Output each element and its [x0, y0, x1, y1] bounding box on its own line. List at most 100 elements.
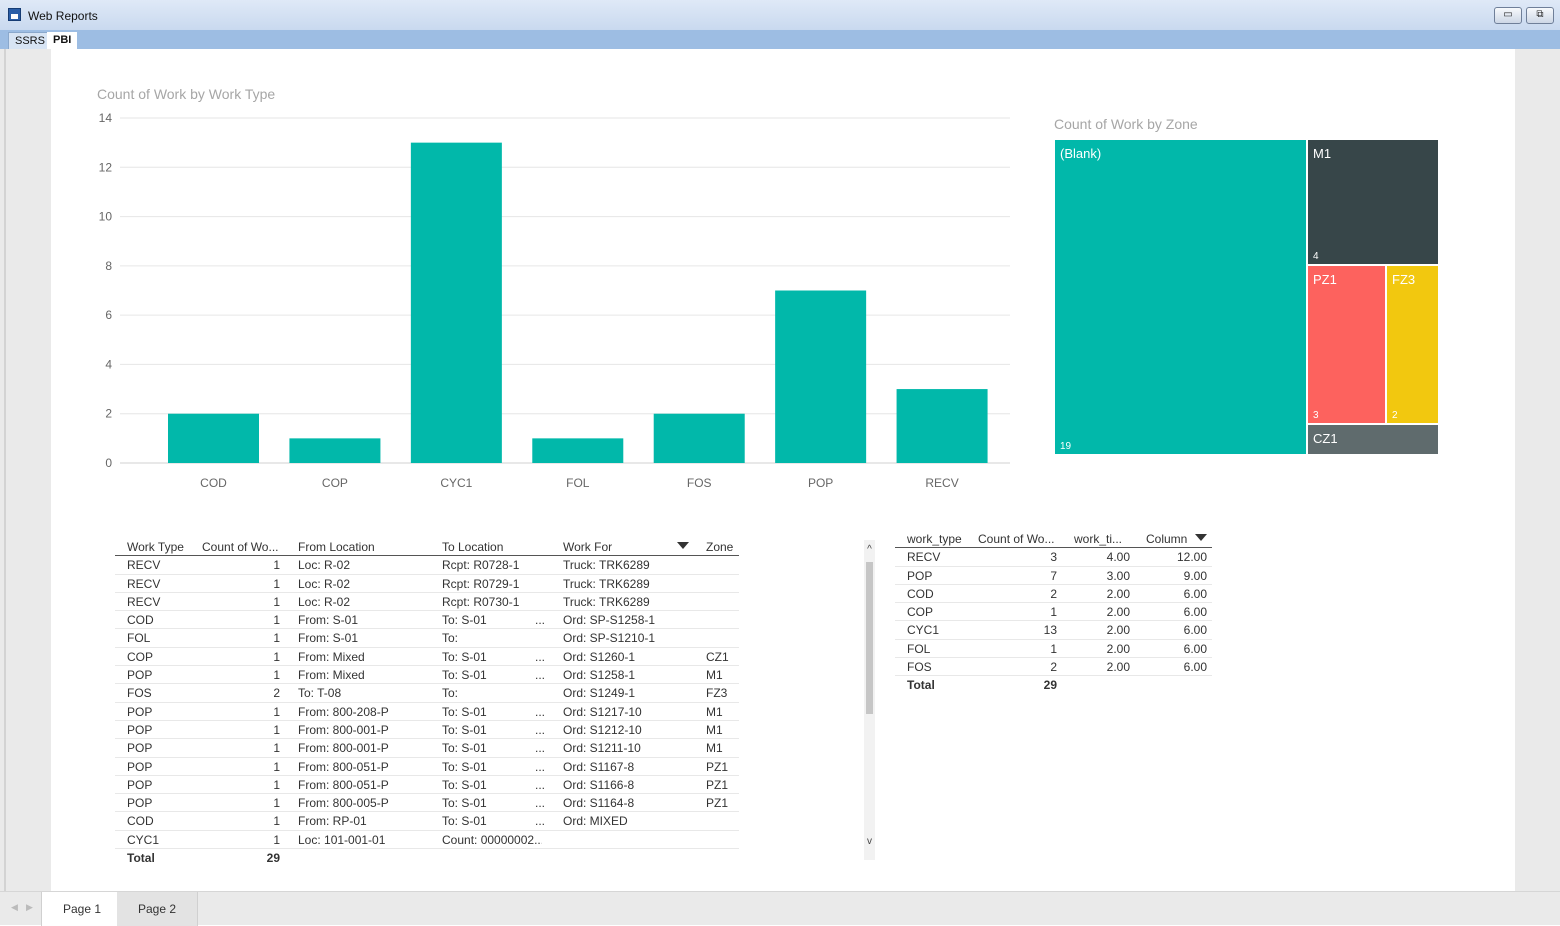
- bar-cyc1[interactable]: [410, 142, 502, 463]
- total-label: Total: [907, 678, 935, 693]
- bar-recv[interactable]: [896, 389, 988, 463]
- table-cell: From: 800-001-P: [298, 722, 389, 737]
- treemap-tile-blank[interactable]: (Blank) 19: [1054, 139, 1307, 455]
- table-cell: 6.00: [1183, 605, 1207, 620]
- table-row[interactable]: RECV 1 Loc: R-02 Rcpt: R0729-1 Truck: TRK628…: [115, 575, 739, 593]
- column-header[interactable]: To Location: [442, 540, 504, 554]
- bar-fos[interactable]: [653, 413, 745, 463]
- table-row[interactable]: CYC1 1 Loc: 101-001-01 Count: 00000002...: [115, 831, 739, 850]
- table-cell: ...: [535, 796, 546, 811]
- treemap-tile-pz1[interactable]: PZ1 3: [1307, 265, 1386, 424]
- column-header[interactable]: work_ti...: [1074, 532, 1123, 546]
- column-header[interactable]: work_type: [907, 532, 962, 546]
- scroll-thumb[interactable]: [866, 562, 873, 714]
- table-row[interactable]: POP 1 From: 800-051-P To: S-01... Ord: S1167…: [115, 758, 739, 776]
- table-cell: POP: [127, 796, 153, 811]
- restore-button[interactable]: ⧉: [1526, 7, 1554, 24]
- tile-value: 4: [1313, 251, 1319, 262]
- table-row[interactable]: COD 1 From: S-01 To: S-01... Ord: SP-S1258-1: [115, 611, 739, 630]
- table-cell: To: T-08: [298, 686, 342, 701]
- table-cell: 1: [273, 631, 280, 646]
- bar-cop[interactable]: [289, 438, 381, 463]
- table-row[interactable]: POP 1 From: 800-051-P To: S-01... Ord: S1166…: [115, 776, 739, 795]
- sort-descending-icon[interactable]: [677, 542, 689, 549]
- table-row[interactable]: RECV 1 Loc: R-02 Rcpt: R0730-1 Truck: TRK628…: [115, 593, 739, 612]
- page-tab-2[interactable]: Page 2: [117, 892, 199, 926]
- y-tick-label: 14: [99, 111, 113, 125]
- table-row[interactable]: RECV 1 Loc: R-02 Rcpt: R0728-1 Truck: TRK628…: [115, 556, 739, 575]
- table-cell: PZ1: [706, 759, 729, 774]
- table-cell: 2: [1050, 586, 1057, 601]
- table-row[interactable]: FOL 1 From: S-01 To: Ord: SP-S1210-1: [115, 629, 739, 648]
- table-cell: To: S-01: [442, 722, 487, 737]
- table-row[interactable]: COP 1 From: Mixed To: S-01... Ord: S1260-1 CZ…: [115, 648, 739, 667]
- sort-descending-icon[interactable]: [1195, 534, 1207, 541]
- table-row[interactable]: COD 1 From: RP-01 To: S-01... Ord: MIXED: [115, 812, 739, 831]
- table-header-row: Work Type Count of Wo... From Location T…: [115, 538, 739, 557]
- table-row[interactable]: RECV 3 4.00 12.00: [895, 548, 1212, 567]
- table-cell: FOS: [127, 686, 152, 701]
- tile-value: 3: [1313, 410, 1319, 421]
- table-cell: 6.00: [1183, 623, 1207, 638]
- table-cell: POP: [127, 722, 153, 737]
- treemap-tile-cz1[interactable]: CZ1: [1307, 424, 1439, 455]
- table-cell: POP: [127, 741, 153, 756]
- table-scrollbar[interactable]: ^ v: [864, 540, 875, 860]
- prev-page-icon[interactable]: ◀: [11, 902, 18, 912]
- table-cell: CYC1: [127, 832, 160, 847]
- table-cell: PZ1: [706, 777, 729, 792]
- table-row[interactable]: POP 7 3.00 9.00: [895, 567, 1212, 585]
- table-row[interactable]: POP 1 From: 800-001-P To: S-01... Ord: S1211…: [115, 739, 739, 758]
- treemap-tile-fz3[interactable]: FZ3 2: [1386, 265, 1439, 424]
- tab-ssrs[interactable]: SSRS: [8, 32, 52, 49]
- scroll-down-icon[interactable]: v: [867, 836, 872, 847]
- table-cell: From: 800-051-P: [298, 759, 389, 774]
- table-cell: To:: [442, 686, 459, 701]
- column-header[interactable]: Work Type: [127, 540, 184, 554]
- bar-chart-title: Count of Work by Work Type: [97, 86, 276, 102]
- next-page-icon[interactable]: ▶: [26, 902, 33, 912]
- table-cell: ...: [535, 722, 546, 737]
- work-detail-table[interactable]: Work Type Count of Wo... From Location T…: [115, 538, 739, 867]
- bar-cod[interactable]: [168, 413, 259, 463]
- treemap-tile-m1[interactable]: M1 4: [1307, 139, 1439, 265]
- table-cell: 2.00: [1106, 641, 1130, 656]
- bar-chart[interactable]: 0 2 4 6 8 10 12 14 COD COP CYC1 FOL FOS POP RECV: [80, 105, 1020, 500]
- table-row[interactable]: POP 1 From: 800-001-P To: S-01... Ord: S1212…: [115, 721, 739, 740]
- table-row[interactable]: FOS 2 To: T-08 To: Ord: S1249-1 FZ3: [115, 684, 739, 703]
- column-header[interactable]: From Location: [298, 540, 375, 554]
- table-cell: M1: [706, 741, 723, 756]
- column-header[interactable]: Count of Wo...: [202, 540, 279, 554]
- bar-pop[interactable]: [775, 290, 867, 464]
- work-summary-table[interactable]: work_type Count of Wo... work_ti... Colu…: [895, 530, 1212, 695]
- table-cell: 2.00: [1106, 586, 1130, 601]
- table-cell: 1: [273, 668, 280, 683]
- table-cell: COD: [127, 814, 154, 829]
- scroll-up-icon[interactable]: ^: [867, 544, 872, 555]
- table-row[interactable]: FOS 2 2.00 6.00: [895, 658, 1212, 677]
- table-row[interactable]: COP 1 2.00 6.00: [895, 603, 1212, 622]
- table-header-row: work_type Count of Wo... work_ti... Colu…: [895, 530, 1212, 549]
- table-cell: 6.00: [1183, 660, 1207, 675]
- tab-pbi[interactable]: PBI: [47, 32, 78, 49]
- table-cell: Ord: S1164-8: [563, 796, 635, 811]
- column-header[interactable]: Column: [1146, 532, 1188, 546]
- column-header[interactable]: Work For: [563, 540, 613, 554]
- table-row[interactable]: POP 1 From: 800-208-P To: S-01... Ord: S1217…: [115, 703, 739, 721]
- table-cell: To: S-01: [442, 741, 487, 756]
- table-row[interactable]: COD 2 2.00 6.00: [895, 585, 1212, 604]
- table-row[interactable]: CYC1 13 2.00 6.00: [895, 621, 1212, 640]
- table-cell: Ord: S1166-8: [563, 777, 635, 792]
- minimize-button[interactable]: ▭: [1494, 7, 1522, 24]
- table-row[interactable]: FOL 1 2.00 6.00: [895, 640, 1212, 659]
- column-header[interactable]: Zone: [706, 540, 734, 554]
- table-cell: 1: [273, 613, 280, 628]
- page-tab-1[interactable]: Page 1: [41, 892, 124, 926]
- bar-fol[interactable]: [532, 438, 624, 463]
- table-cell: To: S-01: [442, 814, 487, 829]
- column-header[interactable]: Count of Wo...: [978, 532, 1055, 546]
- table-row[interactable]: POP 1 From: 800-005-P To: S-01... Ord: S1164…: [115, 794, 739, 813]
- table-cell: 1: [273, 594, 280, 609]
- zone-treemap[interactable]: (Blank) 19 M1 4 PZ1 3 FZ3 2 CZ1: [1054, 139, 1439, 455]
- table-row[interactable]: POP 1 From: Mixed To: S-01... Ord: S1258-1 M1: [115, 666, 739, 685]
